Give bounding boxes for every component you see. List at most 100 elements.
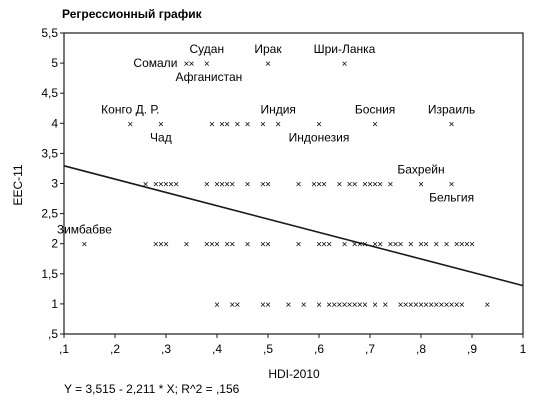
data-point-marker: × [143,180,149,191]
data-point-marker: × [204,180,210,191]
data-point-marker: × [224,119,230,130]
data-point-marker: × [326,300,332,311]
data-point-marker: × [234,300,240,311]
data-point-marker: × [234,119,240,130]
data-point-marker: × [408,240,414,251]
data-point-marker: × [464,240,470,251]
y-tick-label: 2,5 [41,207,58,221]
data-point-marker: × [321,240,327,251]
data-point-marker: × [438,300,444,311]
data-point-marker: × [189,59,195,70]
data-point-marker: × [229,240,235,251]
y-tick-label: 2 [51,237,58,251]
data-point-marker: × [418,180,424,191]
x-tick-label: ,4 [212,342,222,356]
data-point-marker: × [449,300,455,311]
data-point-marker: × [275,119,281,130]
data-point-marker: × [204,59,210,70]
x-tick-label: 1 [520,342,527,356]
data-point-marker: × [433,300,439,311]
data-point-marker: × [158,240,164,251]
data-point-marker: × [260,240,266,251]
data-point-marker: × [245,180,251,191]
regression-line [63,165,524,287]
data-point-marker: × [428,300,434,311]
x-tick-label: ,3 [161,342,171,356]
data-point-marker: × [377,180,383,191]
data-point-marker: × [127,119,133,130]
data-point-marker: × [285,300,291,311]
y-axis: ,5 1 1,5 2 2,5 3 3,5 4 4,5 5 5,5 [41,26,64,341]
x-tick-label: ,1 [59,342,69,356]
data-point-marker: × [357,300,363,311]
data-point-marker: × [449,119,455,130]
data-point-marker: × [260,119,266,130]
data-point-marker: × [296,240,302,251]
data-point-marker: × [352,180,358,191]
y-axis-label: EEC-11 [11,164,25,205]
data-point-marker: × [224,180,230,191]
data-point-marker: × [454,240,460,251]
y-tick-label: ,5 [48,327,58,341]
country-label: Зимбабве [57,223,112,237]
data-point-marker: × [219,180,225,191]
data-point-marker: × [214,240,220,251]
regression-equation: Y = 3,515 - 2,211 * X; R^2 = ,156 [64,382,240,396]
data-point-marker: × [347,300,353,311]
data-point-marker: × [301,300,307,311]
x-tick-label: ,9 [467,342,477,356]
country-label: Ирак [254,42,282,56]
data-point-marker: × [423,300,429,311]
data-point-marker: × [209,240,215,251]
data-point-marker: × [352,240,358,251]
data-point-marker: × [158,180,164,191]
data-point-marker: × [444,240,450,251]
data-point-marker: × [245,240,251,251]
data-point-marker: × [433,240,439,251]
y-tick-label: 4 [51,116,58,130]
y-tick-label: 1 [51,297,58,311]
y-tick-label: 5,5 [41,26,58,40]
x-tick-label: ,8 [416,342,426,356]
y-tick-label: 1,5 [41,267,58,281]
data-point-marker: × [459,300,465,311]
data-point-marker: × [316,240,322,251]
data-point-marker: × [316,300,322,311]
data-point-marker: × [423,240,429,251]
data-point-marker: × [321,180,327,191]
data-point-marker: × [311,180,317,191]
data-point-marker: × [265,240,271,251]
data-point-marker: × [403,300,409,311]
x-tick-label: ,6 [314,342,324,356]
country-label: Израиль [428,102,475,116]
data-point-marker: × [158,119,164,130]
data-point-marker: × [153,180,159,191]
data-point-marker: × [372,240,378,251]
data-point-marker: × [418,240,424,251]
country-label: Босния [355,102,395,116]
data-point-marker: × [265,59,271,70]
data-point-marker: × [163,180,169,191]
data-point-marker: × [153,240,159,251]
y-tick-label: 4,5 [41,86,58,100]
data-point-marker: × [382,300,388,311]
data-point-marker: × [377,240,383,251]
data-point-marker: × [204,240,210,251]
data-point-marker: × [362,180,368,191]
data-point-marker: × [408,300,414,311]
data-point-marker: × [362,240,368,251]
country-label: Шри-Ланка [314,42,376,56]
country-label: Индонезия [289,130,350,144]
data-point-marker: × [484,300,490,311]
data-point-marker: × [316,180,322,191]
country-label: Бельгия [429,191,474,205]
data-point-marker: × [260,180,266,191]
x-axis: ,1 ,2 ,3 ,4 ,5 ,6 ,7 ,8 ,9 1 [59,334,527,356]
y-tick-label: 5 [51,56,58,70]
data-point-marker: × [296,180,302,191]
data-point-marker: × [209,119,215,130]
data-point-marker: × [183,240,189,251]
data-point-marker: × [449,180,455,191]
data-point-marker: × [265,300,271,311]
data-point-marker: × [168,180,174,191]
